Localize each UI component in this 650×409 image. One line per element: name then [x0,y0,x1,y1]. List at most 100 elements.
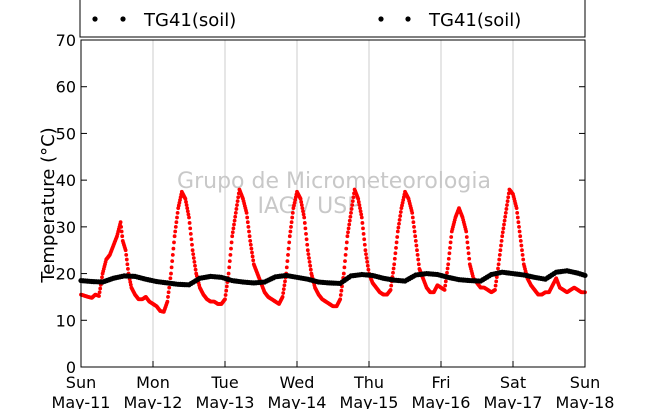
series-0-point-448 [346,226,351,231]
series-0-point-182 [187,215,191,220]
series-0-point-255 [230,230,235,235]
x-tick-day-3: Wed [280,373,315,392]
series-0-point-259 [233,214,238,219]
series-0-point-157 [172,240,176,245]
y-tick-label-6: 60 [56,78,76,97]
series-0-point-342 [283,279,287,284]
series-0-point-435 [338,293,343,297]
series-0-point-242 [223,297,227,302]
series-0-point-384 [308,263,313,268]
series-0-point-559 [413,234,418,239]
series-0-point-475 [362,242,367,247]
x-tick-day-2: Tue [210,373,238,392]
series-0-point-712 [505,203,509,207]
legend-label-2: TG41(soil) [428,10,521,31]
series-0-point-244 [224,288,229,293]
series-0-point-443 [343,252,348,257]
series-0-point-181 [186,212,191,217]
series-0-point-347 [286,252,290,257]
series-0-point-556 [411,220,416,225]
series-0-point-346 [285,259,290,264]
series-0-point-370 [299,203,304,207]
x-tick-day-0: Sun [66,373,96,392]
y-tick-label-7: 70 [56,31,76,50]
series-0-point-465 [356,200,361,204]
series-0-point-526 [393,251,398,256]
series-0-point-523 [391,266,396,271]
series-0-point-477 [364,252,368,257]
series-0-point-710 [503,210,508,215]
series-0-point-464 [356,196,361,201]
series-0-point-379 [305,242,310,247]
series-0-point-564 [416,257,421,262]
series-0-point-192 [193,263,197,268]
series-0-point-184 [188,226,193,231]
series-0-point-375 [302,221,307,225]
series-0-point-185 [188,231,193,236]
series-0-point-254 [230,234,235,239]
series-0-point-619 [449,235,454,239]
series-0-point-368 [298,196,303,201]
series-0-point-374 [302,215,307,220]
series-0-point-193 [193,267,198,272]
y-tick-label-2: 20 [56,265,76,284]
series-0-point-645 [464,235,469,239]
series-0-point-67 [118,220,123,225]
series-0-point-700 [497,252,502,257]
y-tick-label-1: 10 [56,311,76,330]
series-1 [78,268,588,288]
series-0-point-283 [247,234,252,239]
series-0-point-282 [247,229,251,234]
series-0-point-732 [517,224,521,229]
series-0-point-699 [497,257,502,262]
series-0-point-707 [502,222,506,227]
series-0-point-191 [192,259,197,264]
series-0-point-155 [170,252,175,257]
series-0-point-76 [123,248,128,253]
series-0-point-340 [281,287,286,292]
series-0-point-524 [392,262,397,267]
series-0-point-280 [245,220,250,225]
series-0-point-77 [124,252,129,257]
series-0-point-256 [231,226,236,231]
series-0-point-728 [514,206,519,211]
series-0-point-535 [398,210,403,214]
series-0-point-617 [448,245,452,250]
series-0-point-525 [392,256,397,261]
series-0-point-466 [357,203,362,207]
series-0-point-614 [446,262,451,267]
series-0-point-351 [288,229,293,234]
series-0-point-531 [396,225,401,230]
series-0-point-693 [493,283,498,288]
x-tick-day-7: Sun [570,373,600,392]
series-0-point-284 [248,238,253,243]
series-0-point-532 [397,221,401,226]
y-tick-label-5: 50 [56,124,76,143]
series-0-point-527 [394,245,398,250]
series-0-point-69 [119,229,124,234]
series-0-point-467 [358,206,362,211]
series-0-point-350 [287,234,292,239]
series-0-point-149 [167,285,172,290]
series-0-point-70 [120,234,125,239]
series-0-point-441 [342,265,347,270]
series-0-point-733 [517,229,522,234]
y-axis-label: Temperature (°C) [38,127,59,283]
series-0-point-454 [350,203,355,207]
series-0-point-252 [229,246,233,251]
series-0-point-186 [189,237,194,242]
series-0-point-560 [413,238,418,243]
series-0-point-440 [341,271,346,276]
series-0-point-156 [171,246,176,251]
series-0-point-160 [173,224,178,229]
series-0-point-339 [281,291,286,295]
series-0-point-708 [502,218,507,223]
series-0-point-703 [499,238,504,243]
series-0-point-735 [518,238,523,243]
series-0-point-245 [224,284,229,289]
series-0-point-450 [347,218,352,223]
series-0-point-618 [448,240,453,245]
x-axis-ticks: SunMay-11MonMay-12TueMay-13WedMay-14ThuM… [52,361,614,409]
series-0-point-697 [496,266,500,271]
series-0-point-189 [191,252,196,257]
